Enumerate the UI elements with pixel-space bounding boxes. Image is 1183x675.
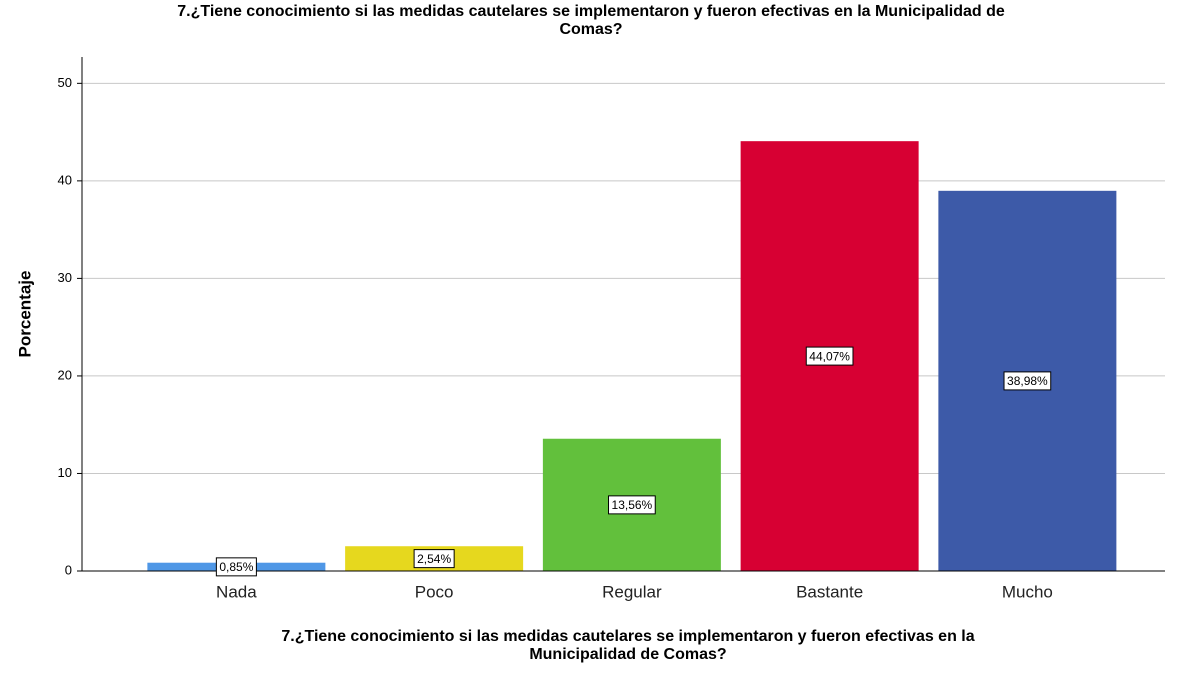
y-tick-label: 0 [65,562,72,577]
x-axis-title: Municipalidad de Comas? [529,646,726,663]
y-tick-label: 10 [58,465,72,480]
y-tick-label: 50 [58,75,72,90]
x-tick-label: Bastante [796,582,863,601]
y-axis-title: Porcentaje [15,271,34,358]
x-tick-label: Regular [602,582,662,601]
value-label-box [608,495,656,515]
y-tick-label: 20 [58,367,72,382]
value-label: 13,56% [612,498,653,512]
y-tick-label: 30 [58,270,72,285]
value-label: 38,98% [1007,374,1048,388]
value-label-box [413,549,455,569]
value-label: 2,54% [417,552,451,566]
x-axis-title: 7.¿Tiene conocimiento si las medidas cau… [281,628,974,645]
value-label-box [215,557,257,577]
x-tick-label: Mucho [1002,582,1053,601]
x-tick-label: Poco [415,582,454,601]
value-label-box [1003,371,1052,391]
value-label: 44,07% [809,349,850,363]
y-tick-label: 40 [58,172,72,187]
chart-title: Comas? [559,21,622,38]
chart-title: 7.¿Tiene conocimiento si las medidas cau… [177,3,1005,20]
value-label: 0,85% [219,560,253,574]
value-label-box [805,346,854,366]
x-tick-label: Nada [216,582,257,601]
